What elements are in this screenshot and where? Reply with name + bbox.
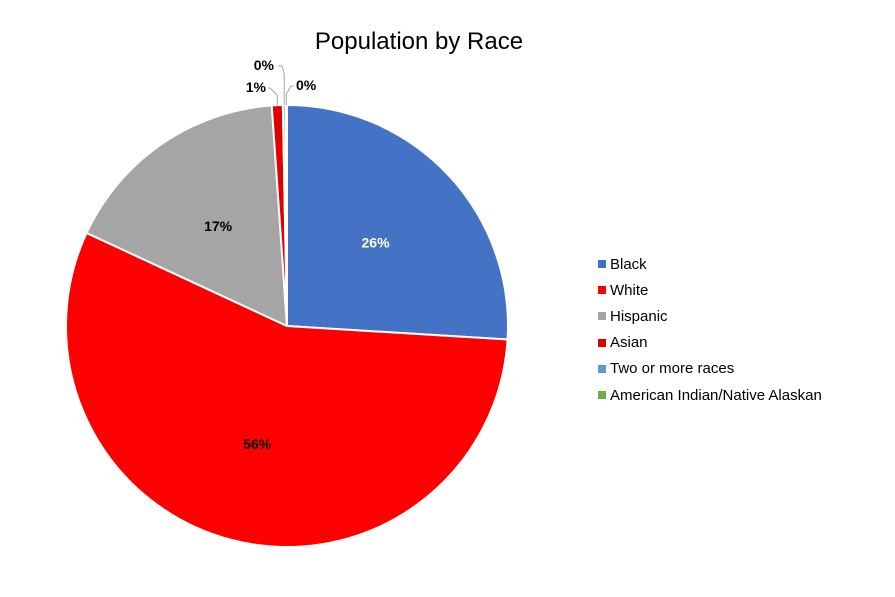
legend-item-black: Black bbox=[598, 251, 822, 277]
data-label-black: 26% bbox=[362, 235, 391, 251]
pie-slice-hispanic bbox=[85, 104, 288, 327]
legend-item-two-or-more-races: Two or more races bbox=[598, 356, 822, 382]
data-label-american-indian-native-alaskan: 0% bbox=[296, 77, 317, 93]
legend-swatch-american-indian-native-alaskan bbox=[598, 391, 606, 400]
pie-slice-american-indian-native-alaskan bbox=[284, 103, 288, 327]
chart-title: Population by Race bbox=[314, 28, 524, 55]
legend-label: White bbox=[610, 281, 649, 299]
legend-item-american-indian-native-alaskan: American Indian/Native Alaskan bbox=[598, 382, 822, 408]
legend-swatch-hispanic bbox=[598, 312, 606, 321]
legend-item-hispanic: Hispanic bbox=[598, 303, 822, 329]
chart-legend: Black White Hispanic Asian Two or more races… bbox=[598, 251, 822, 408]
legend-label: Black bbox=[610, 255, 647, 273]
legend-item-white: White bbox=[598, 277, 822, 303]
leader-line-asian bbox=[268, 87, 278, 106]
leader-line-american-indian-native-alaskan bbox=[285, 85, 294, 106]
legend-label: Two or more races bbox=[610, 360, 735, 378]
legend-swatch-white bbox=[598, 286, 606, 295]
legend-swatch-two-or-more-races bbox=[598, 364, 606, 373]
pie-slice-white bbox=[65, 231, 509, 548]
data-label-two-or-more-races: 0% bbox=[254, 57, 275, 73]
legend-swatch-black bbox=[598, 260, 606, 269]
data-label-white: 56% bbox=[243, 436, 272, 452]
leader-line-two-or-more-races bbox=[278, 65, 285, 106]
data-label-asian: 1% bbox=[246, 79, 267, 95]
pie-slice-black bbox=[286, 104, 509, 341]
legend-swatch-asian bbox=[598, 338, 606, 347]
data-label-hispanic: 17% bbox=[204, 218, 233, 234]
legend-label: American Indian/Native Alaskan bbox=[610, 386, 822, 404]
legend-label: Asian bbox=[610, 334, 648, 352]
legend-label: Hispanic bbox=[610, 307, 668, 325]
legend-item-asian: Asian bbox=[598, 330, 822, 356]
